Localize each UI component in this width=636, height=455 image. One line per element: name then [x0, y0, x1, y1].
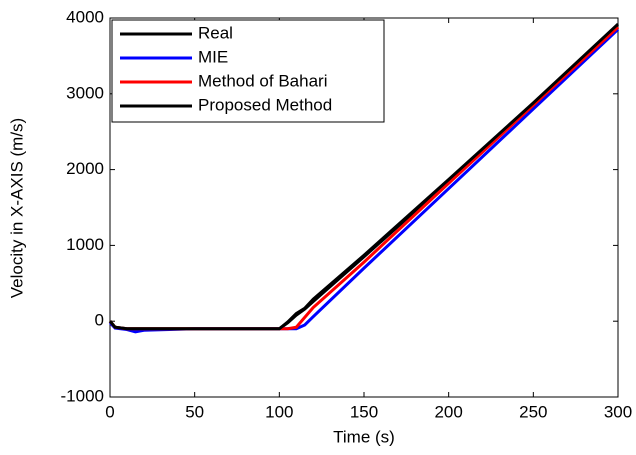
x-tick-label: 300: [604, 402, 632, 421]
y-axis-label: Velocity in X-AXIS (m/s): [7, 118, 26, 298]
x-axis-label: Time (s): [333, 427, 395, 446]
x-tick-label: 0: [105, 402, 114, 421]
y-tick-label: 1000: [66, 235, 104, 254]
y-tick-label: 0: [95, 311, 104, 330]
y-tick-label: -1000: [61, 386, 104, 405]
legend-label: Proposed Method: [198, 95, 332, 114]
x-tick-label: 100: [265, 402, 293, 421]
x-tick-label: 250: [519, 402, 547, 421]
legend-label: Method of Bahari: [198, 71, 327, 90]
y-tick-label: 2000: [66, 159, 104, 178]
legend-box: [111, 19, 385, 123]
x-tick-label: 150: [350, 402, 378, 421]
legend-label: Real: [198, 23, 233, 42]
x-tick-label: 200: [434, 402, 462, 421]
legend-label: MIE: [198, 47, 228, 66]
x-tick-label: 50: [185, 402, 204, 421]
y-tick-label: 4000: [66, 7, 104, 26]
series-line: [108, 22, 620, 331]
y-tick-label: 3000: [66, 83, 104, 102]
